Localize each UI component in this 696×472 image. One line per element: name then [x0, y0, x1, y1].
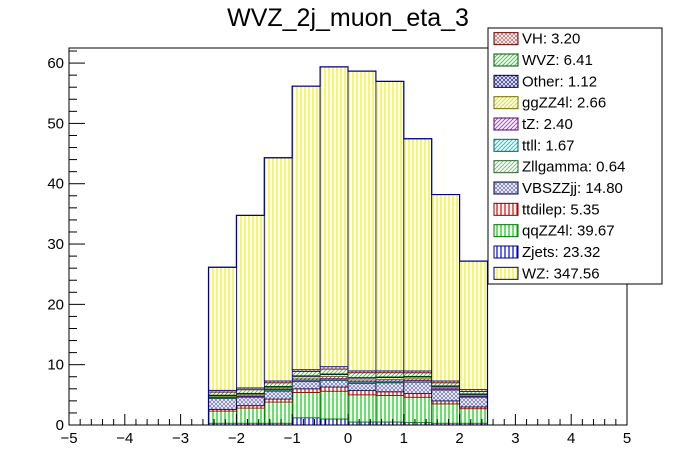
- bar-WVZ-bin-2: [263, 382, 293, 387]
- bar-Zjets-bin-4: [319, 418, 349, 426]
- x-tick-label: 0: [344, 430, 352, 447]
- bar-qqZZ4l-bin-4: [319, 390, 349, 420]
- legend-box: [487, 27, 663, 285]
- legend-label-VBSZZjj: VBSZZjj: 14.80: [522, 180, 623, 197]
- bar-WZ-bin-1: [235, 214, 265, 389]
- legend-label-WZ: WZ: 347.56: [522, 265, 600, 282]
- bar-WVZ-bin-7: [403, 372, 433, 377]
- bar-VBSZZjj-bin-4: [319, 379, 349, 388]
- bar-qqZZ4l-bin-3: [291, 392, 321, 419]
- x-tick-label: −3: [172, 430, 189, 447]
- histogram-bars: [208, 66, 488, 426]
- bar-VBSZZjj-bin-8: [431, 389, 461, 402]
- stack-outline: [207, 66, 489, 425]
- bar-WVZ-bin-8: [431, 382, 461, 387]
- bar-VBSZZjj-bin-5: [347, 382, 377, 392]
- bar-WZ-bin-7: [403, 138, 433, 372]
- y-tick-label: 50: [47, 115, 64, 132]
- total-stack-outline: [207, 66, 489, 425]
- bar-ttdilep-bin-4: [319, 386, 349, 392]
- legend-label-Zllgamma: Zllgamma: 0.64: [522, 159, 625, 176]
- bar-ttdilep-bin-5: [347, 390, 377, 396]
- bar-qqZZ4l-bin-5: [347, 394, 377, 423]
- bar-VBSZZjj-bin-0: [208, 398, 237, 410]
- legend-label-Other: Other: 1.12: [522, 73, 597, 90]
- x-tick-label: −2: [228, 430, 245, 447]
- legend-swatch-qqZZ4l: [493, 224, 519, 238]
- bar-Zjets-bin-3: [291, 417, 321, 426]
- legend-label-Zjets: Zjets: 23.32: [522, 244, 600, 261]
- legend-swatch-WVZ: [493, 53, 519, 67]
- bar-VBSZZjj-bin-9: [459, 396, 488, 408]
- bar-ttdilep-bin-2: [263, 398, 293, 403]
- legend-swatch-Zllgamma: [493, 160, 519, 174]
- y-axis: 0 10 20 30 40 50 60: [47, 50, 85, 434]
- bar-WZ-bin-9: [459, 260, 488, 390]
- bar-qqZZ4l-bin-1: [235, 407, 265, 424]
- bar-WZ-bin-4: [319, 66, 349, 368]
- legend-swatch-tZ: [493, 117, 519, 131]
- legend-label-ttdilep: ttdilep: 5.35: [522, 201, 600, 218]
- bar-WVZ-bin-1: [235, 389, 265, 394]
- x-tick-label: 5: [623, 430, 631, 447]
- legend-swatch-Other: [493, 74, 519, 88]
- bar-WZ-bin-3: [291, 85, 321, 371]
- legend-label-qqZZ4l: qqZZ4l: 39.67: [522, 223, 615, 240]
- x-tick-label: 3: [511, 430, 519, 447]
- bar-ttdilep-bin-7: [403, 393, 433, 398]
- bar-ttdilep-bin-8: [431, 400, 461, 405]
- bar-WZ-bin-8: [431, 194, 461, 382]
- legend: VH: 3.20 WVZ: 6.41 Other: 1.12 ggZZ4l: 2.66…: [487, 27, 663, 285]
- y-tick-label: 30: [47, 236, 64, 253]
- bar-WVZ-bin-4: [319, 368, 349, 375]
- y-tick-label: 20: [47, 296, 64, 313]
- legend-swatch-ttdilep: [493, 202, 519, 216]
- legend-swatch-VBSZZjj: [493, 181, 519, 195]
- y-tick-label: 0: [56, 417, 64, 434]
- x-tick-label: −5: [60, 430, 77, 447]
- y-tick-label: 40: [47, 176, 64, 193]
- bar-VBSZZjj-bin-6: [375, 382, 405, 393]
- x-tick-label: −1: [284, 430, 301, 447]
- y-tick-label: 10: [47, 357, 64, 374]
- bar-WZ-bin-0: [208, 266, 237, 391]
- bar-qqZZ4l-bin-8: [431, 403, 461, 424]
- legend-label-WVZ: WVZ: 6.41: [522, 52, 593, 69]
- legend-label-ttll: ttll: 1.67: [522, 137, 575, 154]
- bar-WVZ-bin-6: [375, 372, 405, 378]
- bar-WVZ-bin-0: [208, 391, 237, 396]
- bar-WZ-bin-6: [375, 80, 405, 372]
- bar-qqZZ4l-bin-9: [459, 408, 488, 424]
- bar-WZ-bin-5: [347, 70, 377, 372]
- x-tick-label: 1: [400, 430, 408, 447]
- bar-VBSZZjj-bin-3: [291, 381, 321, 390]
- bar-WZ-bin-2: [263, 157, 293, 382]
- legend-label-ggZZ4l: ggZZ4l: 2.66: [522, 95, 606, 112]
- bar-VBSZZjj-bin-7: [403, 381, 433, 395]
- bar-WVZ-bin-3: [291, 371, 321, 377]
- bar-qqZZ4l-bin-6: [375, 395, 405, 423]
- bar-ttdilep-bin-3: [291, 388, 321, 393]
- legend-swatch-WZ: [493, 266, 519, 280]
- legend-swatch-ttll: [493, 138, 519, 152]
- legend-swatch-ggZZ4l: [493, 96, 519, 110]
- x-tick-label: −4: [116, 430, 133, 447]
- x-axis: −5 −4 −3 −2 −1 0 1 2 3 4 5: [60, 414, 631, 447]
- bar-qqZZ4l-bin-0: [208, 410, 237, 424]
- legend-swatch-Zjets: [493, 245, 519, 259]
- legend-label-VH: VH: 3.20: [522, 31, 580, 48]
- x-tick-label: 2: [455, 430, 463, 447]
- legend-swatch-VH: [493, 32, 519, 46]
- legend-label-tZ: tZ: 2.40: [522, 116, 573, 133]
- x-tick-label: 4: [567, 430, 575, 447]
- chart-title: WVZ_2j_muon_eta_3: [227, 4, 469, 32]
- bar-WVZ-bin-5: [347, 372, 377, 378]
- bar-VBSZZjj-bin-2: [263, 390, 293, 400]
- y-tick-label: 60: [47, 55, 64, 72]
- bar-qqZZ4l-bin-2: [263, 401, 293, 424]
- bar-ttdilep-bin-6: [375, 391, 405, 396]
- bar-qqZZ4l-bin-7: [403, 396, 433, 423]
- bar-VBSZZjj-bin-1: [235, 396, 265, 407]
